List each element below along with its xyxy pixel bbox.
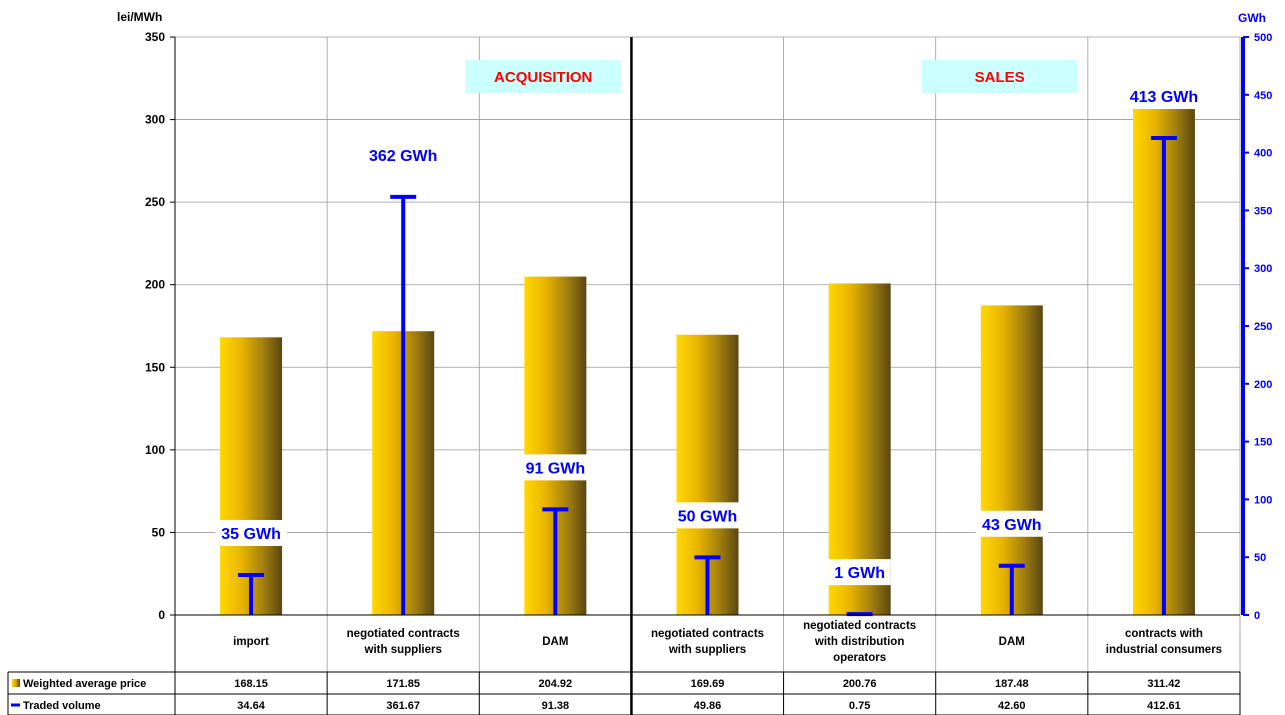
group-label: SALES [975, 69, 1025, 86]
table-value: 204.92 [539, 678, 573, 690]
right-axis-unit: GWh [1238, 11, 1266, 25]
table-value: 42.60 [998, 700, 1026, 712]
legend-series-name: Weighted average price [23, 678, 146, 690]
left-axis-tick-label: 350 [145, 30, 165, 44]
legend-series-name: Traded volume [23, 700, 101, 712]
right-axis-tick-label: 100 [1254, 494, 1272, 506]
table-value: 169.69 [691, 678, 725, 690]
group-label: ACQUISITION [494, 69, 592, 86]
volume-label-bg [519, 454, 592, 481]
labels: ACQUISITION SALES 35 GWh 362 GWh 91 GWh 50 GW… [215, 60, 1222, 664]
category-label: with suppliers [364, 644, 442, 656]
axes: 0 50 100 150 200 250 300 350 lei/MWh 0 50 100 150 200… [117, 10, 1272, 715]
table-value: 34.64 [237, 700, 265, 712]
table-value: 0.75 [849, 700, 870, 712]
table-value: 412.61 [1147, 700, 1181, 712]
volume-data-label: 35 GWh [221, 526, 281, 543]
volume-lines [238, 136, 1177, 617]
volume-data-label: 1 GWh [834, 565, 885, 582]
category-label: DAM [999, 636, 1025, 648]
category-label: with distribution [814, 636, 904, 648]
left-axis-tick-label: 200 [145, 278, 165, 292]
volume-data-label: 43 GWh [982, 517, 1042, 534]
volume-label-bg [362, 141, 445, 168]
left-axis-tick-label: 0 [158, 608, 165, 622]
left-axis-tick-label: 150 [145, 360, 165, 374]
group-label-box [921, 60, 1078, 93]
right-axis-tick-label: 450 [1254, 90, 1272, 102]
table-value: 49.86 [694, 700, 722, 712]
left-axis-tick-label: 100 [145, 443, 165, 457]
left-axis-tick-label: 300 [145, 113, 165, 127]
price-bar [980, 305, 1043, 615]
right-axis-tick-label: 200 [1254, 379, 1272, 391]
table-value: 200.76 [843, 678, 877, 690]
category-label: DAM [542, 636, 568, 648]
group-label-box [465, 60, 622, 93]
volume-data-label: 91 GWh [526, 460, 586, 477]
volume-label-bg [215, 519, 288, 546]
right-axis-tick-label: 150 [1254, 437, 1272, 449]
volume-data-label: 50 GWh [678, 508, 738, 525]
volume-label-bg [975, 510, 1048, 537]
category-label: operators [833, 652, 886, 664]
category-label: negotiated contracts [803, 620, 916, 632]
table-value: 311.42 [1147, 678, 1180, 690]
category-label: industrial consumers [1106, 644, 1222, 656]
grid-lines [174, 36, 1241, 672]
volume-data-label: 362 GWh [369, 148, 437, 165]
table-value: 171.85 [386, 678, 420, 690]
right-axis-tick-label: 500 [1254, 32, 1272, 44]
legend-price-swatch [12, 679, 20, 687]
right-axis-tick-label: 250 [1254, 321, 1272, 333]
category-label: import [233, 636, 269, 648]
volume-label-bg [828, 559, 891, 586]
volume-data-label: 413 GWh [1130, 89, 1198, 106]
right-axis-tick-label: 300 [1254, 263, 1272, 275]
category-label: negotiated contracts [347, 628, 460, 640]
table-value: 168.15 [234, 678, 268, 690]
price-bar [220, 337, 283, 615]
right-axis-tick-label: 50 [1254, 552, 1266, 564]
right-axis-tick-label: 350 [1254, 205, 1272, 217]
left-axis-unit: lei/MWh [117, 10, 162, 24]
right-axis-tick-label: 0 [1254, 610, 1260, 622]
table-value: 91.38 [542, 700, 570, 712]
volume-label-bg [1122, 83, 1205, 110]
table-value: 361.67 [386, 700, 420, 712]
price-bars [220, 100, 1195, 616]
category-label: with suppliers [668, 644, 746, 656]
left-axis-tick-label: 50 [152, 525, 166, 539]
volume-label-bg [671, 502, 744, 529]
category-label: negotiated contracts [651, 628, 764, 640]
data-table: Weighted average price 168.15 171.85 204.92… [7, 671, 1241, 715]
left-axis-tick-label: 250 [145, 195, 165, 209]
right-axis-tick-label: 400 [1254, 148, 1272, 160]
table-value: 187.48 [995, 678, 1029, 690]
category-label: contracts with [1125, 628, 1203, 640]
